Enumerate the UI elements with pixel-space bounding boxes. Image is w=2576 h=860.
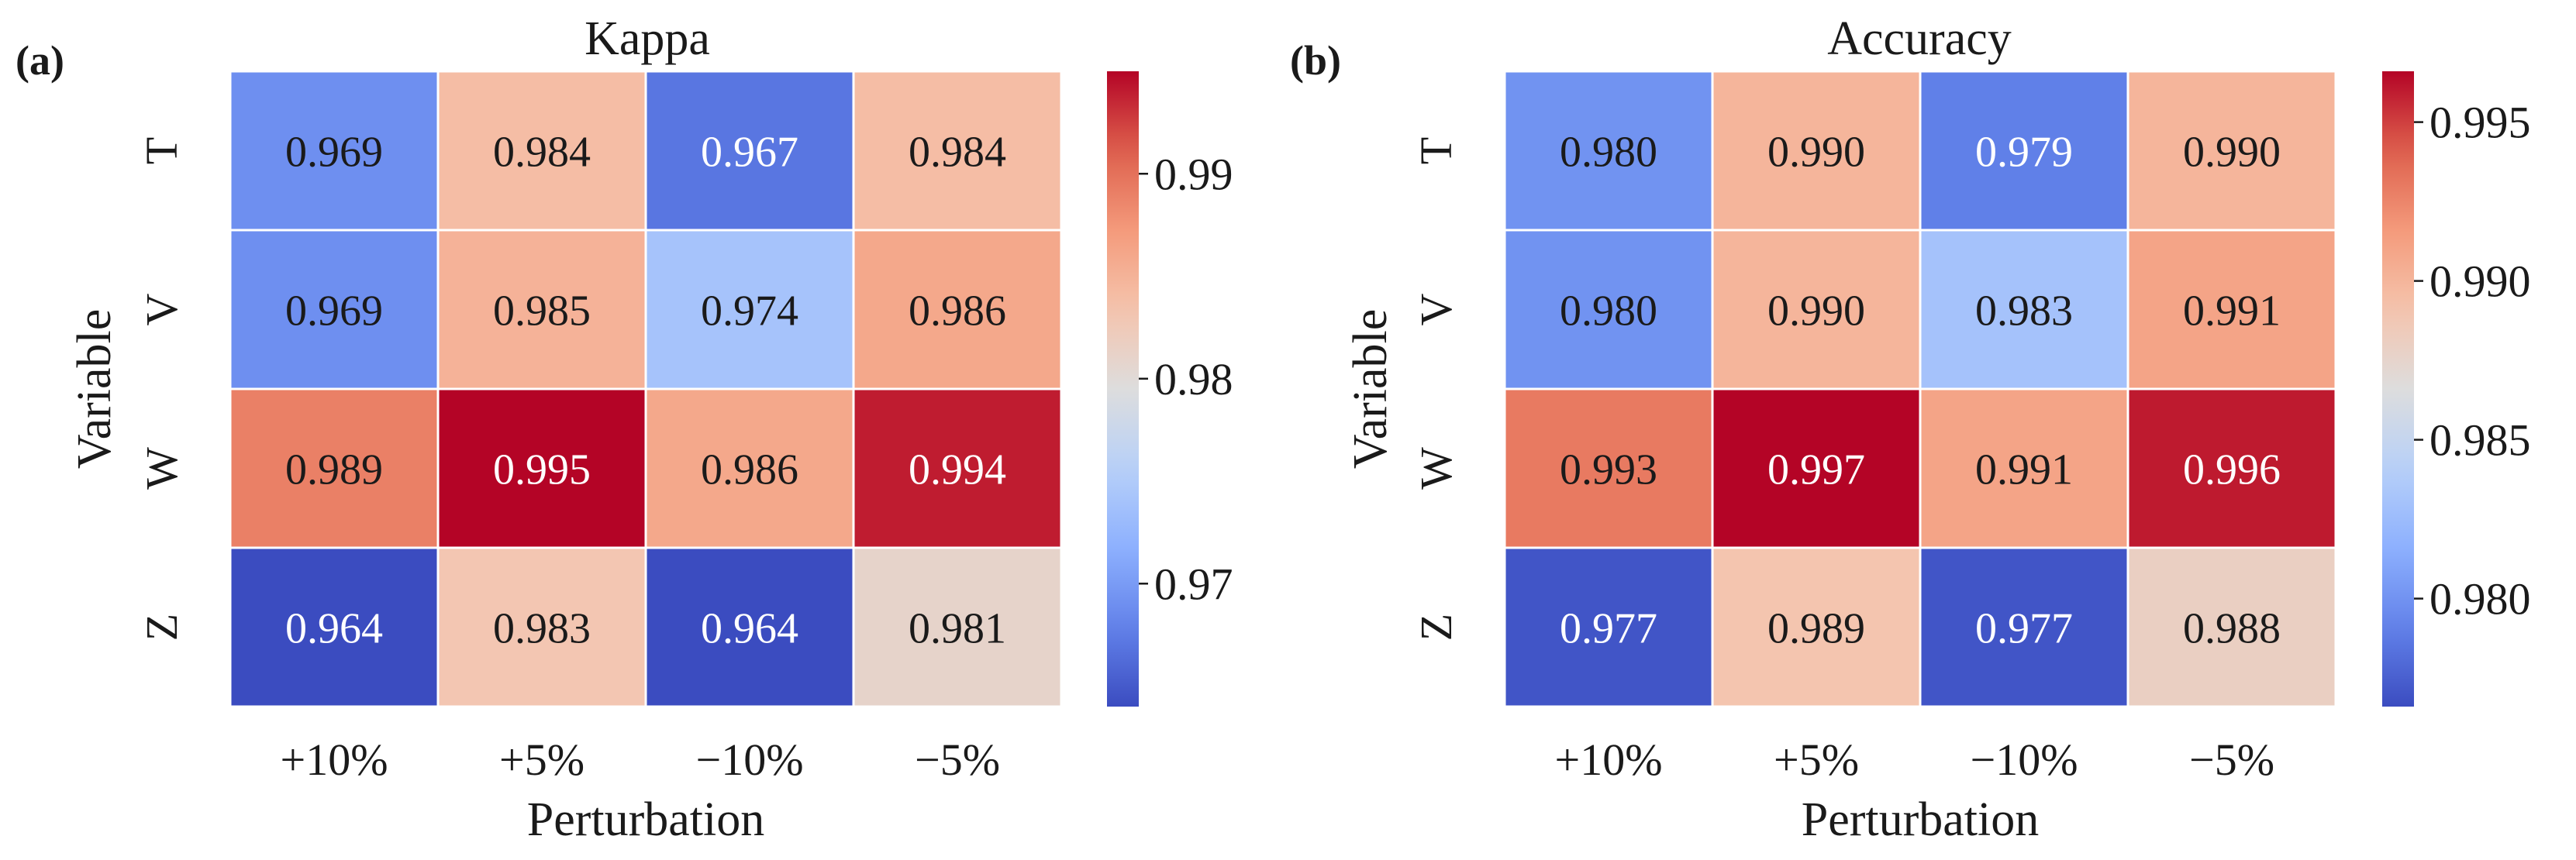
- cell-value-label: 0.991: [1975, 446, 2073, 494]
- heatmap-cell: [1503, 70, 1714, 232]
- heatmap-cell: [852, 387, 1063, 549]
- heatmap-cell: [2126, 70, 2337, 232]
- colorbar-tick-label: 0.980: [2429, 574, 2531, 624]
- x-tick-label: +10%: [1554, 734, 1662, 785]
- cell-value-label: 0.989: [1767, 605, 1865, 653]
- cell-value-label: 0.981: [909, 605, 1006, 653]
- cell-value-label: 0.994: [909, 446, 1006, 494]
- heatmap-cell: [229, 546, 440, 708]
- cell-value-label: 0.977: [1560, 605, 1657, 653]
- cell-value-label: 0.990: [1767, 287, 1865, 335]
- heatmap-cell: [1711, 70, 1922, 232]
- colorbar-tick-label: 0.97: [1154, 559, 1233, 609]
- accuracy-panel: (b) Accuracy 0.980 0.990 0.979 0.990 0.980 0.99…: [1290, 12, 2531, 846]
- cell-value-label: 0.993: [1560, 446, 1657, 494]
- colorbar: [2382, 71, 2414, 707]
- heatmap-cell: [1503, 387, 1714, 549]
- y-axis-label: Variable: [1344, 309, 1397, 470]
- cell-value-label: 0.967: [701, 129, 798, 177]
- chart-title: Kappa: [585, 12, 710, 65]
- y-tick-label: Z: [1411, 614, 1461, 641]
- colorbar: [1107, 71, 1139, 707]
- colorbar-tick-label: 0.990: [2429, 256, 2531, 307]
- heatmap-cell: [1919, 546, 2129, 708]
- cell-value-label: 0.996: [2183, 446, 2281, 494]
- heatmap-cell: [2126, 229, 2337, 390]
- heatmap-cell: [852, 70, 1063, 232]
- kappa-panel: (a) Kappa 0.969 0.984 0.967 0.984 0.969 0.985 0.…: [16, 12, 1233, 846]
- cell-value-label: 0.991: [2183, 287, 2281, 335]
- heatmap-cell: [852, 546, 1063, 708]
- cell-value-label: 0.980: [1560, 129, 1657, 177]
- y-tick-label: T: [1411, 137, 1461, 164]
- x-tick-label: +5%: [1774, 734, 1859, 785]
- cell-value-label: 0.989: [285, 446, 383, 494]
- heatmap-cell: [644, 70, 855, 232]
- panel-label: (a): [16, 37, 64, 84]
- heatmap-cell: [229, 229, 440, 390]
- x-tick-label: −10%: [1970, 734, 2078, 785]
- cell-value-label: 0.986: [909, 287, 1006, 335]
- cell-value-label: 0.964: [285, 605, 383, 653]
- heatmap-cell: [2126, 546, 2337, 708]
- y-axis-label: Variable: [68, 309, 121, 470]
- x-tick-label: +5%: [499, 734, 585, 785]
- y-tick-label: W: [1411, 447, 1461, 490]
- heatmap-cell: [852, 229, 1063, 390]
- x-axis-label: Perturbation: [527, 793, 765, 846]
- x-tick-label: +10%: [280, 734, 388, 785]
- y-tick-label: Z: [136, 614, 187, 641]
- cell-value-label: 0.964: [701, 605, 798, 653]
- cell-value-label: 0.969: [285, 129, 383, 177]
- cell-value-label: 0.983: [1975, 287, 2073, 335]
- heatmap-cell: [229, 70, 440, 232]
- heatmap-cell: [1919, 229, 2129, 390]
- cell-value-label: 0.997: [1767, 446, 1865, 494]
- cell-value-label: 0.990: [2183, 129, 2281, 177]
- heatmap-cell: [436, 70, 647, 232]
- cell-value-label: 0.984: [909, 129, 1006, 177]
- panel-label: (b): [1290, 37, 1341, 84]
- heatmap-cell: [436, 546, 647, 708]
- cell-value-label: 0.995: [493, 446, 591, 494]
- colorbar-tick-label: 0.985: [2429, 415, 2531, 466]
- cell-value-label: 0.990: [1767, 129, 1865, 177]
- cell-value-label: 0.984: [493, 129, 591, 177]
- heatmap-cell: [2126, 387, 2337, 549]
- cell-value-label: 0.986: [701, 446, 798, 494]
- cell-value-label: 0.969: [285, 287, 383, 335]
- heatmap-cell: [436, 229, 647, 390]
- colorbar-tick-label: 0.995: [2429, 98, 2531, 148]
- x-tick-label: −5%: [915, 734, 1000, 785]
- x-axis-label: Perturbation: [1802, 793, 2040, 846]
- x-tick-label: −5%: [2189, 734, 2274, 785]
- heatmap-cell: [1503, 546, 1714, 708]
- heatmap-cell: [1711, 546, 1922, 708]
- y-tick-label: T: [136, 137, 187, 164]
- colorbar-tick-label: 0.99: [1154, 149, 1233, 199]
- cell-value-label: 0.980: [1560, 287, 1657, 335]
- y-tick-label: V: [1411, 293, 1461, 325]
- cell-value-label: 0.985: [493, 287, 591, 335]
- y-tick-label: V: [136, 293, 187, 325]
- cell-value-label: 0.974: [701, 287, 798, 335]
- cell-value-label: 0.988: [2183, 605, 2281, 653]
- cell-value-label: 0.977: [1975, 605, 2073, 653]
- cell-value-label: 0.979: [1975, 129, 2073, 177]
- heatmap-cell: [436, 387, 647, 549]
- heatmap-cell: [1919, 70, 2129, 232]
- x-tick-label: −10%: [695, 734, 803, 785]
- heatmap-cell: [1711, 387, 1922, 549]
- cell-value-label: 0.983: [493, 605, 591, 653]
- chart-title: Accuracy: [1827, 12, 2012, 65]
- heatmap-cell: [1711, 229, 1922, 390]
- y-tick-label: W: [136, 447, 187, 490]
- heatmap-cell: [1503, 229, 1714, 390]
- colorbar-tick-label: 0.98: [1154, 354, 1233, 404]
